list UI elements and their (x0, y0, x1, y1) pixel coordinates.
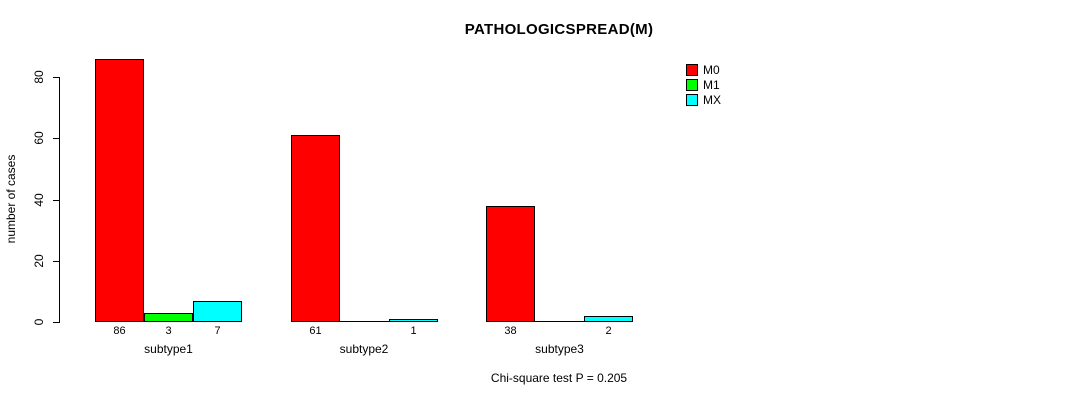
bar-M0-subtype2 (291, 135, 340, 322)
bar-value-label: 3 (165, 325, 172, 337)
bar-value-label: 1 (410, 325, 417, 337)
bar-value-label: 2 (605, 325, 612, 337)
legend-swatch-MX (686, 94, 698, 106)
legend-swatch-M0 (686, 64, 698, 76)
y-axis-tick (53, 77, 59, 78)
bar-M0-subtype3 (486, 206, 535, 322)
bar-value-label: 38 (504, 325, 517, 337)
legend-label-MX: MX (703, 93, 721, 107)
y-axis-tick-label: 80 (32, 70, 46, 84)
bar-M0-subtype1 (95, 59, 144, 322)
bar-M1-subtype2 (340, 321, 389, 322)
chart-subtitle: Chi-square test P = 0.205 (490, 371, 628, 385)
bar-M1-subtype1 (144, 313, 193, 322)
y-axis-line (59, 77, 60, 323)
bar-MX-subtype2 (389, 319, 438, 322)
bar-MX-subtype3 (584, 316, 633, 322)
y-axis-label: number of cases (4, 154, 18, 244)
chart-title: PATHOLOGICSPREAD(M) (464, 21, 654, 38)
y-axis-tick-label: 0 (32, 318, 46, 326)
legend-swatch-M1 (686, 79, 698, 91)
y-axis-tick-label: 60 (32, 131, 46, 145)
bar-value-label: 86 (113, 325, 126, 337)
bar-value-label: 7 (214, 325, 221, 337)
y-axis-tick (53, 261, 59, 262)
x-category-label: subtype3 (535, 342, 584, 356)
bar-M1-subtype3 (535, 321, 584, 322)
legend-label-M1: M1 (703, 78, 720, 92)
bar-value-label: 61 (309, 325, 322, 337)
x-category-label: subtype1 (144, 342, 193, 356)
y-axis-tick (53, 322, 59, 323)
y-axis-tick (53, 138, 59, 139)
y-axis-tick (53, 200, 59, 201)
y-axis-tick-label: 20 (32, 254, 46, 268)
bar-MX-subtype1 (193, 301, 242, 322)
x-category-label: subtype2 (339, 342, 389, 356)
y-axis-tick-label: 40 (32, 193, 46, 207)
legend-label-M0: M0 (703, 63, 720, 77)
